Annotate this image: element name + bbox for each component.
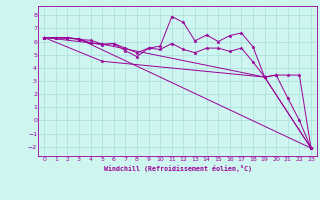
- X-axis label: Windchill (Refroidissement éolien,°C): Windchill (Refroidissement éolien,°C): [104, 165, 252, 172]
